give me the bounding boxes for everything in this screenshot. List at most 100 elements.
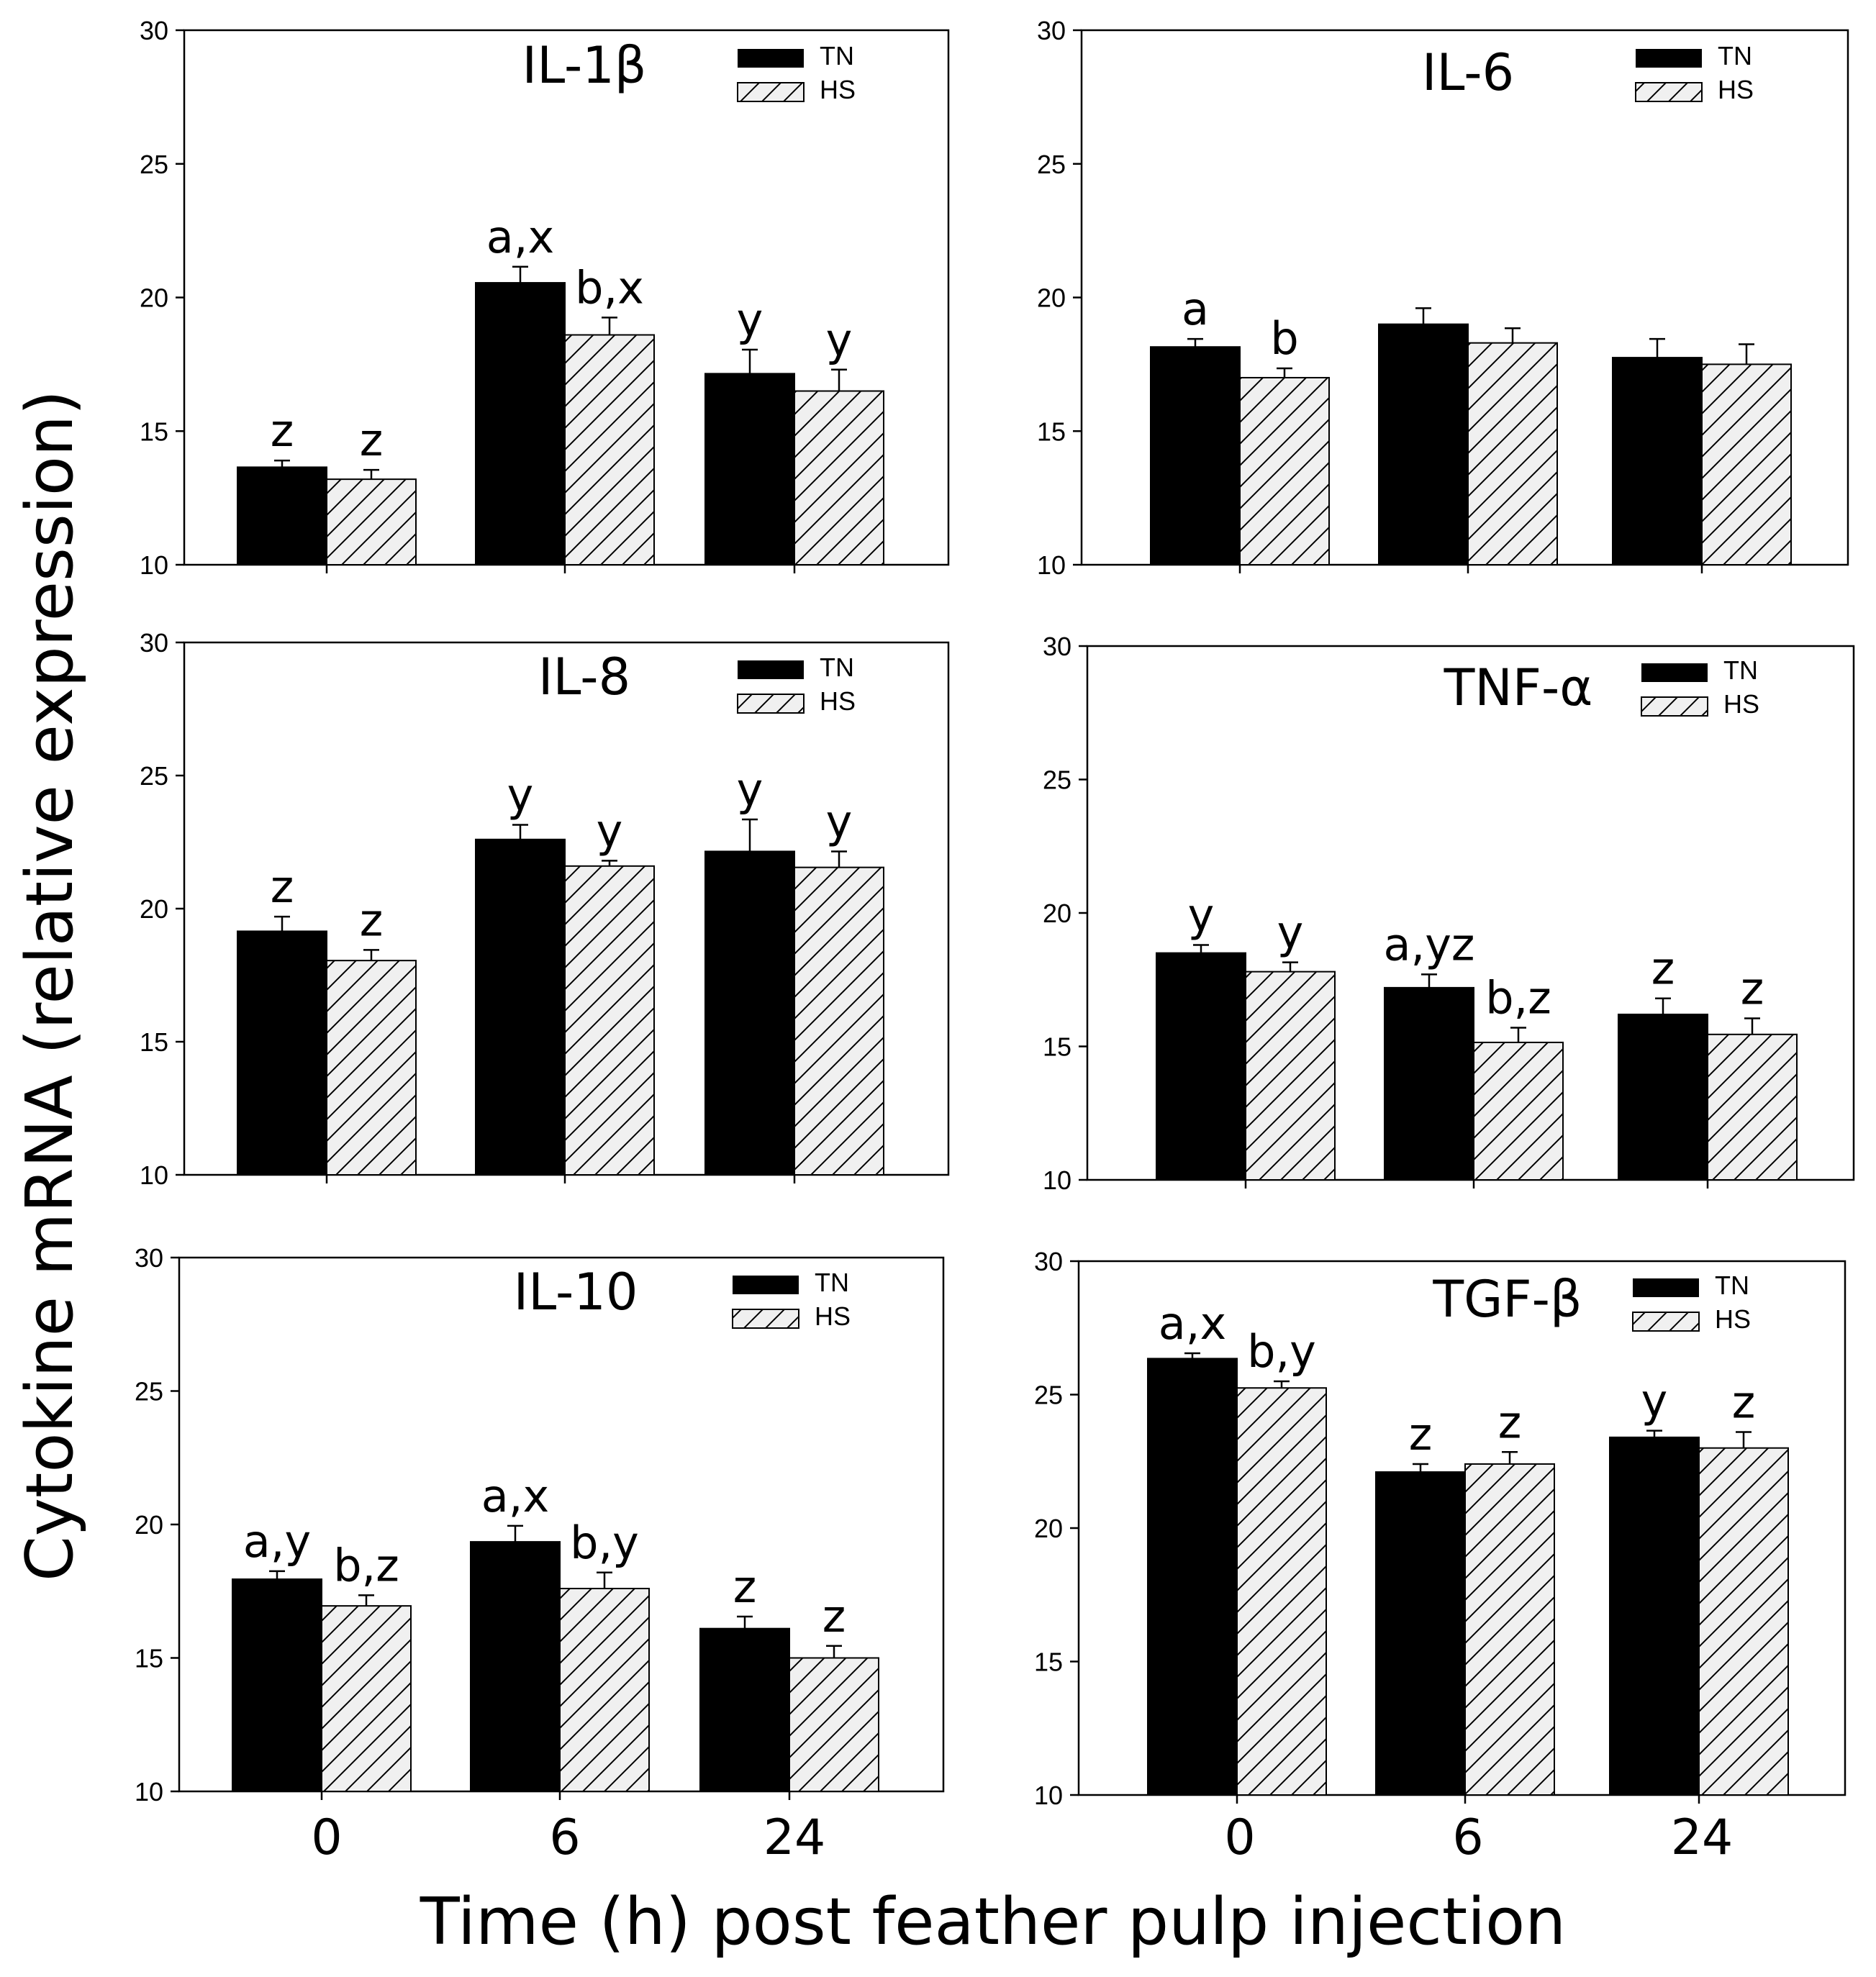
y-tick-label: 10 [1037,550,1066,580]
bar-tn [475,282,566,565]
y-tick-label: 10 [1034,1781,1063,1810]
significance-label: z [360,894,384,946]
bar-hs [1236,1387,1327,1796]
legend-swatch-tn [733,1276,799,1294]
x-category-label: 0 [311,1809,342,1866]
significance-label: a,x [486,211,554,263]
y-axis-title: Cytokine mRNA (relative expression) [12,390,88,1581]
y-tick-label: 20 [1037,283,1066,313]
chart-title: IL-1β [522,36,647,95]
chart-panel-3: 10 15 20 25 30 IL-8 TN HS z y y z y y [140,628,950,1190]
bar-tn [1156,952,1246,1181]
legend-label-hs: HS [820,686,856,716]
y-tick-label: 30 [1043,632,1071,661]
chart-panel-5: 10 15 20 25 30 IL-10 TN HS a,y a,x z b,z b,y z [135,1243,945,1806]
x-category-label: 24 [763,1809,826,1866]
bar-tn [1375,1471,1466,1796]
significance-label: y [597,804,623,857]
y-tick-label: 15 [1034,1648,1063,1677]
legend-label-tn: TN [820,41,854,71]
y-tick-label: 30 [1037,16,1066,45]
bar-tn [704,373,795,565]
bar-hs [326,478,417,565]
chart-panel-4: 10 15 20 25 30 TNF-α TN HS y a,yz z y b,z z [1043,632,1855,1195]
legend-label-tn: TN [1718,41,1752,71]
y-tick-label: 30 [140,16,168,45]
significance-label: b,y [570,1517,639,1569]
chart-title: IL-10 [514,1263,638,1322]
bar-hs [794,866,884,1176]
y-tick-label: 25 [140,761,168,791]
bar-hs [1245,971,1336,1181]
legend-label-tn: TN [1715,1271,1749,1300]
legend-swatch-hs [737,82,805,102]
bar-hs [564,865,655,1176]
significance-label: z [1498,1396,1522,1448]
significance-label: b,x [575,261,644,314]
legend-swatch-hs [732,1309,799,1329]
y-tick-label: 20 [1043,899,1071,928]
chart-panel-1: 10 15 20 25 30 IL-1β TN HS z a,x y z b,x y [140,16,950,580]
significance-label: y [737,294,763,346]
y-tick-label: 20 [135,1510,163,1540]
bar-hs [1467,342,1558,565]
legend-label-tn: TN [1723,655,1758,685]
y-tick-label: 25 [140,150,168,179]
chart-panel-2: 10 15 20 25 30 IL-6 TN HS a b [1037,16,1849,580]
legend-swatch-hs [737,694,805,714]
y-tick-label: 10 [140,550,168,580]
legend-label-hs: HS [820,75,856,104]
legend-swatch-hs [1635,82,1703,102]
legend-label-hs: HS [1715,1304,1751,1334]
y-tick-label: 25 [1034,1381,1063,1410]
significance-label: z [823,1590,846,1642]
significance-label: z [360,414,384,466]
significance-label: y [1641,1375,1668,1427]
bar-hs [1464,1463,1555,1796]
significance-label: a,y [243,1515,311,1568]
bar-hs [1239,376,1330,565]
significance-label: z [1651,942,1675,995]
bar-hs [326,960,417,1176]
x-category-label: 6 [1452,1809,1483,1866]
bar-hs [321,1605,412,1793]
x-category-labels-left: 0 6 24 [311,1809,825,1866]
y-tick-label: 30 [140,628,168,658]
bar-tn [1378,323,1469,565]
significance-label: z [1409,1408,1433,1460]
x-category-labels-right: 0 6 24 [1224,1809,1733,1866]
bar-tn [1612,357,1703,565]
y-tick-label: 30 [135,1243,163,1273]
significance-label: z [1741,963,1764,1015]
y-tick-label: 25 [1043,765,1071,795]
chart-panel-6: 10 15 20 25 30 TGF-β TN HS a,x z y b,y z z [1034,1247,1846,1810]
significance-label: y [1277,906,1304,959]
bar-hs [794,390,884,566]
bar-tn [237,466,327,566]
y-tick-label: 15 [1037,417,1066,446]
legend-swatch-tn [1636,49,1702,68]
legend-label-hs: HS [1723,689,1759,719]
chart-title: TGF-β [1432,1270,1582,1329]
y-tick-label: 10 [1043,1165,1071,1195]
bar-hs [1698,1447,1789,1796]
y-tick-label: 25 [135,1377,163,1406]
bar-tn [1384,986,1474,1181]
significance-label: a,yz [1384,918,1475,971]
bar-hs [1473,1041,1564,1181]
y-tick-label: 10 [140,1160,168,1190]
bar-tn [237,930,327,1176]
legend-label-hs: HS [815,1301,851,1331]
significance-label: y [826,795,853,847]
bar-hs [559,1588,650,1793]
x-axis-title: Time (h) post feather pulp injection [420,1884,1566,1960]
bar-tn [699,1627,790,1792]
y-tick-label: 20 [1034,1514,1063,1543]
y-tick-label: 20 [140,894,168,924]
chart-title: IL-8 [538,647,630,706]
significance-label: y [507,768,534,821]
legend-swatch-tn [738,660,804,679]
y-tick-label: 25 [1037,150,1066,179]
bar-tn [1147,1358,1238,1796]
chart-title: TNF-α [1444,658,1593,717]
